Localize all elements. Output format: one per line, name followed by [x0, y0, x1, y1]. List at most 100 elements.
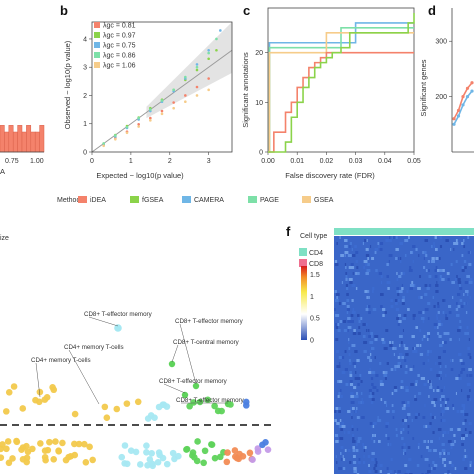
- panel-f-cell: [368, 464, 370, 467]
- panel-e-point: [113, 405, 121, 413]
- panel-f-cell: [362, 335, 366, 338]
- panel-f-cell: [354, 245, 357, 248]
- panel-f-cell: [457, 329, 461, 332]
- panel-f-cell: [351, 299, 354, 302]
- panel-f-cell: [357, 377, 361, 380]
- panel-f-cell: [435, 248, 438, 251]
- panel-e-point: [160, 401, 168, 409]
- panel-f-cell: [363, 446, 365, 449]
- panel-f-cell: [458, 338, 461, 341]
- panel-f-cell: [352, 449, 356, 452]
- panel-f-cell: [422, 311, 425, 314]
- panel-f-cell: [423, 335, 426, 338]
- panel-f-cell: [442, 419, 446, 422]
- panel-f-cell: [412, 245, 416, 248]
- panel-a-bar: [4, 131, 10, 153]
- panel-f-cell: [462, 422, 465, 425]
- panel-f-cell: [466, 326, 469, 329]
- panel-f-cell: [354, 365, 356, 368]
- panel-f-cell: [399, 344, 401, 347]
- panel-f-cell: [363, 446, 367, 449]
- panel-e-point: [254, 445, 262, 452]
- panel-f-cell: [458, 326, 460, 329]
- panel-f-cell: [352, 446, 355, 449]
- panel-f-cell: [363, 341, 368, 344]
- panel-a-bar: [0, 125, 5, 153]
- panel-f-colorbar-tick: 0: [310, 338, 314, 345]
- panel-f-cell: [349, 374, 353, 377]
- panel-f-cell: [468, 422, 472, 425]
- panel-f-cell: [379, 248, 383, 251]
- panel-f-cell: [372, 422, 377, 425]
- panel-f-cell: [338, 425, 343, 428]
- panel-f-cell: [386, 467, 389, 470]
- panel-f-cell: [429, 368, 433, 371]
- panel-f-cell: [428, 269, 430, 272]
- panel-f-cell: [436, 389, 440, 392]
- panel-f-cell: [443, 464, 447, 467]
- panel-e-point: [19, 405, 27, 412]
- panel-f-cell: [401, 407, 406, 410]
- panel-f-cell: [466, 293, 469, 296]
- panel-f-cell: [440, 269, 445, 272]
- panel-f-cell: [463, 302, 468, 305]
- panel-f-cell: [427, 425, 431, 428]
- panel-f-cell: [420, 455, 423, 458]
- panel-f-cell: [464, 449, 466, 452]
- panel-e-point: [5, 459, 13, 467]
- panel-f-cell: [419, 275, 422, 278]
- panel-f-cell: [394, 236, 398, 239]
- panel-f-cell: [448, 461, 452, 464]
- panel-f-cell: [385, 425, 389, 428]
- panel-f-heatmap-bg: [334, 236, 474, 474]
- panel-f-cell: [377, 242, 381, 245]
- panel-f-cell: [400, 260, 402, 263]
- panel-f-cell: [400, 431, 403, 434]
- panel-e-point: [208, 441, 216, 449]
- panel-f-cell: [425, 254, 428, 257]
- panel-f-cell: [463, 293, 465, 296]
- panel-f-cell: [406, 290, 409, 293]
- panel-f-cell: [462, 458, 465, 461]
- panel-b-point: [114, 137, 117, 141]
- panel-f-cell: [428, 395, 430, 398]
- panel-f-cell: [440, 404, 442, 407]
- panel-f-cell: [466, 383, 471, 386]
- panel-f-cell: [406, 470, 411, 473]
- panel-f-cell: [457, 305, 461, 308]
- panel-f-cell: [462, 437, 465, 440]
- panel-e-point: [186, 402, 193, 410]
- panel-f-cell: [442, 299, 445, 302]
- panel-e-point: [50, 386, 58, 394]
- panel-f-legend-title: Cell type: [300, 233, 327, 240]
- panel-f-cell: [361, 416, 365, 419]
- panel-f-cell: [455, 278, 457, 281]
- panel-e-point: [41, 453, 49, 461]
- panel-e-point: [37, 440, 44, 447]
- panel-f-cell: [468, 368, 472, 371]
- panel-f-cell: [365, 308, 369, 311]
- panel-f-cell: [366, 305, 369, 308]
- panel-e-point: [121, 442, 129, 449]
- panel-f-cell: [442, 434, 444, 437]
- panel-f-cell: [403, 452, 407, 455]
- panel-f-cell: [334, 260, 338, 263]
- method-legend-items: iDEA fGSEA CAMERA PAGE GSEA: [78, 196, 334, 204]
- panel-f-cell: [438, 356, 441, 359]
- panel-e-point: [194, 438, 201, 445]
- panel-f-cell: [380, 305, 383, 308]
- panel-f-cell: [341, 281, 344, 284]
- panel-f-cell: [340, 452, 342, 455]
- panel-e-point: [59, 439, 66, 447]
- panel-d-point: [465, 86, 470, 90]
- panel-f-cell: [342, 302, 346, 305]
- panel-f-cell: [447, 431, 449, 434]
- panel-b-point: [195, 68, 199, 72]
- panel-f-cell: [340, 428, 344, 431]
- panel-e-point: [81, 440, 88, 448]
- panel-f-cell: [444, 401, 447, 404]
- panel-f-cell: [392, 236, 396, 239]
- panel-f-cell: [334, 290, 337, 293]
- panel-f-cell: [336, 242, 339, 245]
- panel-f-cell: [346, 293, 349, 296]
